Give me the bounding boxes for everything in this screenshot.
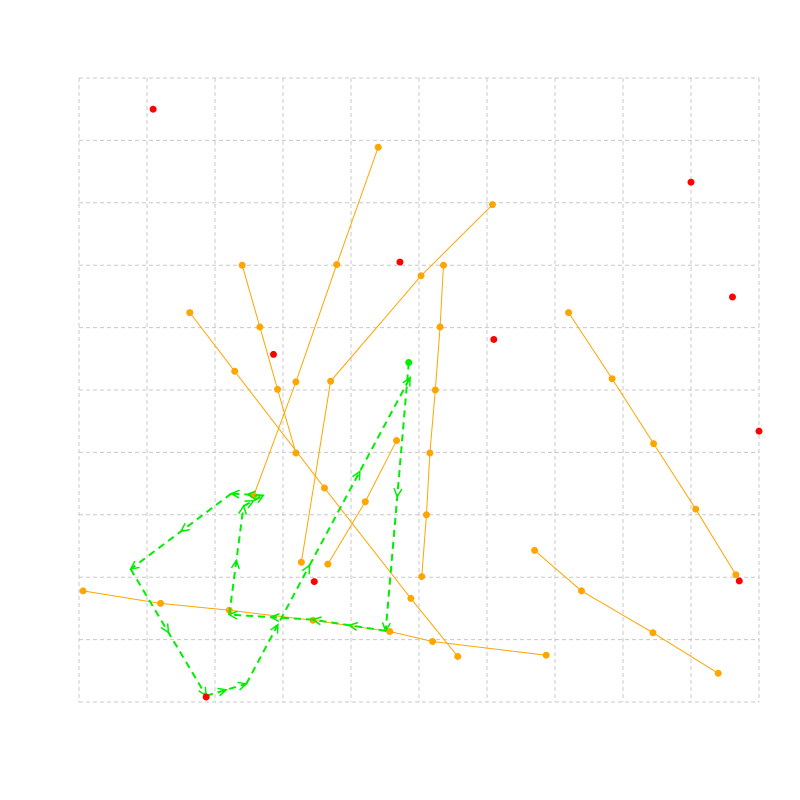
red-point bbox=[728, 293, 736, 301]
orange-point bbox=[292, 449, 300, 457]
green-arrowhead bbox=[245, 490, 256, 500]
orange-point bbox=[436, 323, 444, 331]
orange-point bbox=[274, 385, 282, 393]
orange-point bbox=[488, 201, 496, 209]
orange-point bbox=[692, 505, 700, 513]
green-path-segment bbox=[205, 682, 247, 697]
green-arrowhead bbox=[402, 376, 411, 387]
orange-point bbox=[186, 309, 194, 317]
green-path-segment bbox=[245, 564, 311, 685]
orange-point bbox=[231, 367, 239, 375]
red-point bbox=[149, 105, 157, 113]
orange-point bbox=[439, 261, 447, 269]
red-point bbox=[269, 350, 277, 358]
orange-point bbox=[542, 651, 550, 659]
orange-point bbox=[407, 594, 415, 602]
orange-point bbox=[649, 629, 657, 637]
orange-point bbox=[426, 449, 434, 457]
red-point bbox=[687, 178, 695, 186]
orange-point bbox=[608, 375, 616, 383]
red-point bbox=[755, 427, 763, 435]
grid bbox=[78, 77, 760, 703]
orange-point bbox=[429, 637, 437, 645]
green-arrowhead bbox=[230, 558, 240, 570]
orange-point bbox=[333, 261, 341, 269]
orange-point bbox=[732, 571, 740, 579]
orange-point bbox=[79, 587, 87, 595]
orange-point bbox=[361, 498, 369, 506]
orange-point bbox=[454, 652, 462, 660]
orange-point bbox=[393, 437, 401, 445]
orange-point bbox=[417, 272, 425, 280]
green-arrowhead bbox=[270, 623, 279, 634]
orange-point bbox=[431, 386, 439, 394]
orange-point bbox=[531, 546, 539, 554]
orange-line-4 bbox=[421, 265, 444, 577]
orange-point bbox=[292, 378, 300, 386]
orange-point bbox=[650, 440, 658, 448]
orange-series-group bbox=[79, 143, 740, 677]
green-arrowhead bbox=[160, 623, 170, 634]
green-start-point bbox=[405, 359, 413, 367]
orange-line-7 bbox=[534, 549, 719, 674]
green-dashed-path-group bbox=[129, 359, 413, 698]
orange-point bbox=[565, 309, 573, 317]
orange-line-2 bbox=[241, 265, 297, 454]
orange-point bbox=[324, 560, 332, 568]
orange-point bbox=[422, 511, 430, 519]
green-arrowhead bbox=[179, 522, 190, 533]
red-point bbox=[396, 258, 404, 266]
green-arrowhead bbox=[347, 621, 359, 631]
green-arrowhead bbox=[217, 687, 228, 697]
red-points-group bbox=[149, 105, 763, 701]
orange-point bbox=[297, 558, 305, 566]
red-point bbox=[310, 578, 318, 586]
orange-point bbox=[418, 573, 426, 581]
orange-point bbox=[374, 143, 382, 151]
green-arrowhead bbox=[129, 560, 140, 571]
orange-line-3 bbox=[253, 147, 379, 496]
orange-point bbox=[320, 484, 328, 492]
green-path-segment bbox=[243, 494, 264, 507]
orange-point bbox=[578, 587, 586, 595]
orange-point bbox=[157, 599, 165, 607]
orange-point bbox=[256, 323, 264, 331]
orange-point bbox=[386, 627, 394, 635]
orange-point bbox=[238, 261, 246, 269]
green-arrowhead bbox=[352, 469, 361, 481]
orange-point bbox=[714, 669, 722, 677]
green-arrowhead bbox=[244, 499, 255, 509]
green-arrowhead bbox=[393, 488, 403, 499]
red-point bbox=[490, 335, 498, 343]
orange-point bbox=[327, 377, 335, 385]
red-point bbox=[202, 693, 210, 701]
red-point bbox=[735, 577, 743, 585]
green-arrowhead bbox=[269, 613, 280, 623]
orange-line-6 bbox=[300, 204, 493, 563]
